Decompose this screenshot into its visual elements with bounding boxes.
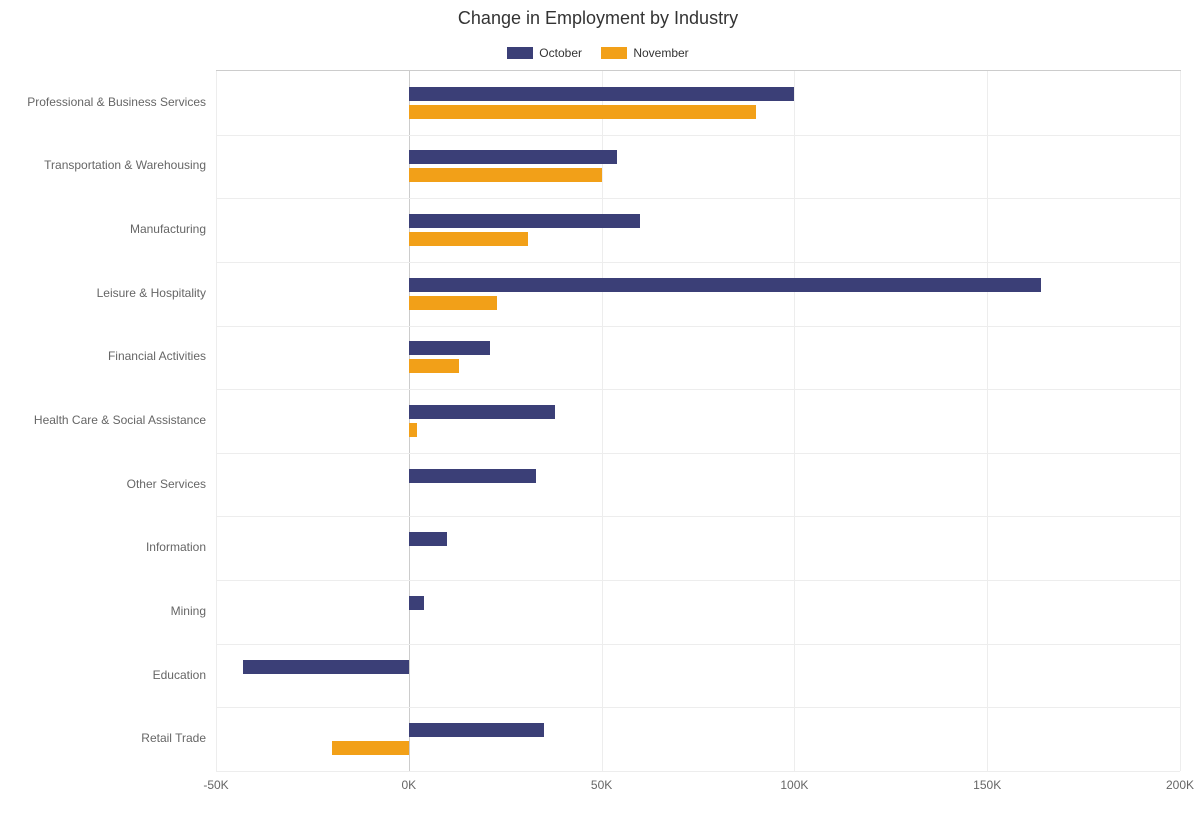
- legend-item-october: October: [507, 46, 582, 60]
- y-tick-label: Information: [146, 540, 206, 554]
- x-tick-label: 0K: [401, 778, 416, 792]
- h-gridline: [216, 389, 1180, 390]
- bar-november: [409, 359, 459, 373]
- y-tick-label: Manufacturing: [130, 222, 206, 236]
- h-gridline: [216, 198, 1180, 199]
- plot-area: [216, 70, 1181, 771]
- y-tick-label: Retail Trade: [141, 731, 206, 745]
- bar-october: [409, 150, 617, 164]
- x-tick-label: 50K: [591, 778, 612, 792]
- h-gridline: [216, 135, 1180, 136]
- gridline: [1180, 71, 1181, 771]
- bar-october: [409, 341, 490, 355]
- gridline: [216, 71, 217, 771]
- h-gridline: [216, 453, 1180, 454]
- y-tick-label: Leisure & Hospitality: [97, 286, 206, 300]
- y-tick-label: Health Care & Social Assistance: [34, 413, 206, 427]
- y-tick-label: Education: [153, 668, 206, 682]
- bar-october: [409, 723, 544, 737]
- bar-october: [409, 469, 536, 483]
- x-tick-label: 200K: [1166, 778, 1194, 792]
- h-gridline: [216, 707, 1180, 708]
- h-gridline: [216, 771, 1180, 772]
- legend-label-october: October: [539, 46, 582, 60]
- bar-november: [409, 232, 529, 246]
- x-tick-label: 100K: [780, 778, 808, 792]
- bar-october: [409, 532, 448, 546]
- y-tick-label: Financial Activities: [108, 349, 206, 363]
- h-gridline: [216, 580, 1180, 581]
- employment-chart: Change in Employment by Industry October…: [0, 0, 1196, 814]
- y-tick-label: Professional & Business Services: [27, 95, 206, 109]
- bar-november: [409, 423, 417, 437]
- h-gridline: [216, 262, 1180, 263]
- legend-label-november: November: [633, 46, 688, 60]
- bar-october: [243, 660, 409, 674]
- x-tick-label: 150K: [973, 778, 1001, 792]
- y-tick-label: Transportation & Warehousing: [44, 158, 206, 172]
- x-tick-label: -50K: [203, 778, 228, 792]
- gridline: [794, 71, 795, 771]
- bar-november: [332, 741, 409, 755]
- chart-title: Change in Employment by Industry: [0, 8, 1196, 29]
- legend-swatch-october: [507, 47, 533, 59]
- bar-october: [409, 214, 640, 228]
- y-tick-label: Mining: [171, 604, 206, 618]
- h-gridline: [216, 516, 1180, 517]
- gridline: [602, 71, 603, 771]
- bar-october: [409, 596, 424, 610]
- legend-item-november: November: [601, 46, 688, 60]
- h-gridline: [216, 644, 1180, 645]
- legend: October November: [0, 46, 1196, 62]
- bar-november: [409, 296, 498, 310]
- bar-october: [409, 87, 795, 101]
- h-gridline: [216, 326, 1180, 327]
- bar-october: [409, 405, 556, 419]
- bar-october: [409, 278, 1041, 292]
- y-tick-label: Other Services: [127, 477, 206, 491]
- legend-swatch-november: [601, 47, 627, 59]
- bar-november: [409, 105, 756, 119]
- bar-november: [409, 168, 602, 182]
- gridline: [987, 71, 988, 771]
